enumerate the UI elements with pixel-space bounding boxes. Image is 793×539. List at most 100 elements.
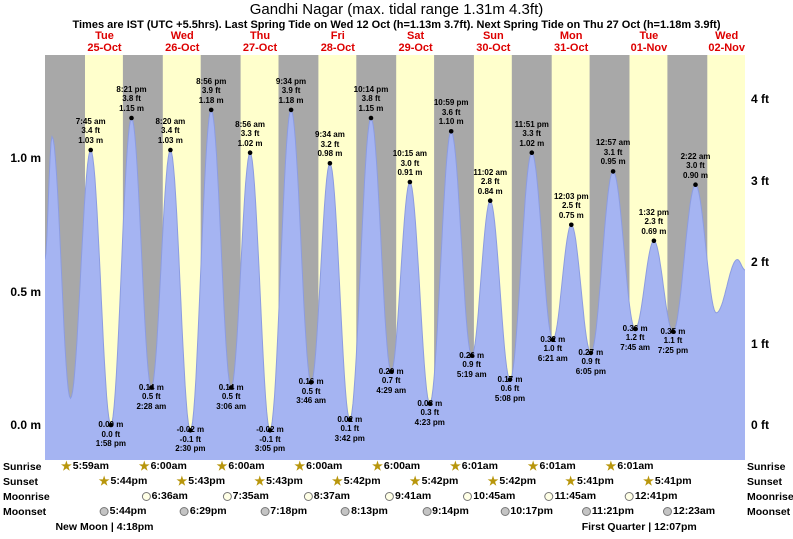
label-line: 3.0 ft xyxy=(400,158,420,168)
moonset-entry: 10:17pm xyxy=(500,505,553,517)
label-line: 3.3 ft xyxy=(522,129,542,139)
label-line: 12:57 am xyxy=(595,138,631,148)
label-line: 0.14 m xyxy=(218,382,244,392)
tide-extreme-label: 8:56 pm 3.9 ft 1.18 m xyxy=(196,77,226,106)
tide-extreme-label: 10:14 pm 3.8 ft 1.15 m xyxy=(354,85,389,114)
day-header: Sat 29-Oct xyxy=(398,30,432,54)
label-line: 3.2 ft xyxy=(320,139,340,149)
tide-extreme-dot xyxy=(149,385,154,390)
label-line: 1.18 m xyxy=(198,95,224,105)
tide-extreme-dot xyxy=(188,428,193,433)
label-line: 8:56 am xyxy=(235,119,265,129)
label-line: 5:19 am xyxy=(456,369,487,379)
label-line: 0.91 m xyxy=(397,168,423,178)
label-line: 11:51 pm xyxy=(514,119,549,129)
tide-extreme-label: 0.00 m 0.0 ft 1:58 pm xyxy=(96,420,126,449)
moonrise-time: 8:37am xyxy=(313,490,350,502)
label-line: 2:22 am xyxy=(680,151,711,161)
label-line: 3.9 ft xyxy=(281,86,301,96)
tide-extreme-dot xyxy=(448,129,454,134)
tide-extreme-dot xyxy=(388,369,394,374)
sunrise-entry: ★ 6:00am xyxy=(372,460,420,472)
label-line: 1.0 ft xyxy=(543,344,563,354)
tide-extreme-label: 0.27 m 0.9 ft 6:05 pm xyxy=(576,348,606,377)
label-line: 0.9 ft xyxy=(462,360,482,370)
moonset-entry: 8:13pm xyxy=(341,505,388,517)
label-line: 2:30 pm xyxy=(175,444,206,454)
tide-curve xyxy=(45,108,745,432)
moonrise-entry: 7:35am xyxy=(222,490,269,502)
tide-extreme-dot xyxy=(610,169,616,174)
sunrise-entry: ★ 6:01am xyxy=(606,460,654,472)
label-line: 0.5 ft xyxy=(142,392,161,402)
tide-extreme-dot xyxy=(88,147,93,153)
day-date: 25-Oct xyxy=(87,41,122,54)
label-line: 4:29 am xyxy=(376,385,407,395)
moonset-circle-icon xyxy=(341,506,351,516)
label-line: 0.5 ft xyxy=(221,392,241,402)
sunrise-entry: ★ 6:00am xyxy=(294,460,342,472)
sunset-entry: ★ 5:42pm xyxy=(332,475,381,487)
tide-extreme-label: 7:45 am 3.4 ft 1.03 m xyxy=(76,117,106,146)
sunrise-star-icon: ★ xyxy=(216,459,228,473)
tide-extreme-dot xyxy=(108,422,114,428)
tide-extreme-label: 0.26 m 0.9 ft 5:19 am xyxy=(457,351,487,380)
label-line: 0.35 m xyxy=(660,326,686,336)
tide-extreme-dot xyxy=(129,115,134,121)
sunset-time: 5:42pm xyxy=(343,475,381,487)
tide-extreme-dot xyxy=(368,115,374,121)
y-tick-feet: 3 ft xyxy=(751,173,769,188)
label-line: 5:08 pm xyxy=(494,393,526,403)
label-line: 3.1 ft xyxy=(603,147,623,157)
label-line: 3.6 ft xyxy=(441,107,461,117)
tide-extreme-dot xyxy=(507,377,513,382)
moonrise-time: 7:35am xyxy=(232,490,269,502)
label-line: 3.0 ft xyxy=(686,161,705,171)
y-tick-feet: 1 ft xyxy=(751,336,769,351)
tide-extreme-dot xyxy=(487,198,493,203)
day-header: Thu 27-Oct xyxy=(243,30,277,54)
label-line: 7:45 am xyxy=(620,342,651,352)
label-line: 0.95 m xyxy=(600,157,626,167)
moonset-circle-icon xyxy=(179,506,189,516)
moonset-entry: 9:14pm xyxy=(422,505,469,517)
tide-extreme-dot xyxy=(247,150,253,155)
tide-extreme-label: 0.14 m 0.5 ft 3:06 am xyxy=(216,383,246,412)
label-line: -0.02 m xyxy=(256,425,284,435)
tide-extreme-label: 8:56 am 3.3 ft 1.02 m xyxy=(235,120,265,149)
tide-extreme-dot xyxy=(267,428,273,433)
sunrise-star-icon: ★ xyxy=(527,459,539,473)
moonrise-time: 12:41pm xyxy=(634,490,678,502)
tide-extreme-dot xyxy=(427,401,433,406)
label-line: 9:34 am xyxy=(315,130,345,140)
label-line: 10:59 pm xyxy=(433,98,469,108)
moonrise-entry: 12:41pm xyxy=(624,490,678,502)
moonrise-entry: 11:45am xyxy=(544,490,596,502)
tide-extreme-label: 8:21 pm 3.8 ft 1.15 m xyxy=(116,85,146,114)
tide-extreme-dot xyxy=(347,417,353,423)
label-line: 0.98 m xyxy=(317,149,343,159)
moonrise-label-right: Moonrise xyxy=(747,491,793,503)
tide-extreme-dot xyxy=(208,107,214,113)
day-date: 30-Oct xyxy=(476,41,511,54)
label-line: 0.84 m xyxy=(477,186,503,196)
sunrise-entry: ★ 6:01am xyxy=(528,460,576,472)
label-line: 0.69 m xyxy=(641,226,667,236)
y-tick-meters: 0.5 m xyxy=(10,284,41,299)
label-line: 0.16 m xyxy=(298,377,324,387)
sunset-star-icon: ★ xyxy=(409,474,421,488)
label-line: 3:46 am xyxy=(296,396,327,406)
label-line: 10:14 pm xyxy=(353,84,389,94)
label-line: 1.18 m xyxy=(278,95,304,105)
tide-area xyxy=(45,109,745,460)
label-line: 0.0 ft xyxy=(101,429,121,439)
label-line: 1:32 pm xyxy=(638,207,669,217)
label-line: 0.32 m xyxy=(540,334,566,344)
label-line: 1.1 ft xyxy=(663,336,683,346)
tide-extreme-label: 0.35 m 1.1 ft 7:25 pm xyxy=(658,327,688,356)
day-date: 02-Nov xyxy=(708,41,746,54)
sunset-entry: ★ 5:42pm xyxy=(488,475,537,487)
moonset-label-left: Moonset xyxy=(3,506,47,518)
moonset-time: 8:13pm xyxy=(351,505,388,517)
sunset-star-icon: ★ xyxy=(565,474,577,488)
